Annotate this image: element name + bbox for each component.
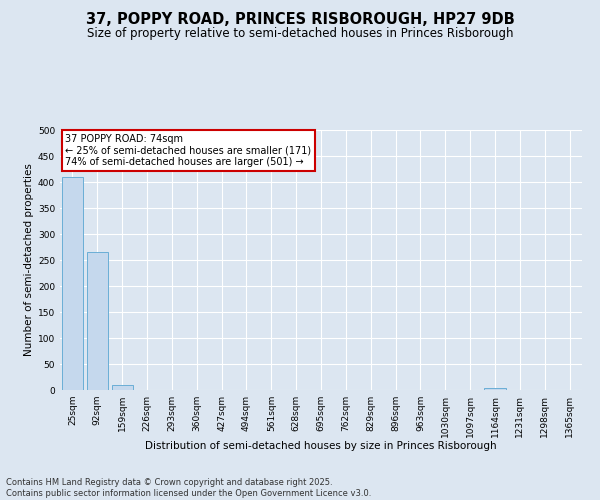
Text: 37, POPPY ROAD, PRINCES RISBOROUGH, HP27 9DB: 37, POPPY ROAD, PRINCES RISBOROUGH, HP27… bbox=[86, 12, 514, 28]
Bar bbox=[87, 252, 108, 390]
Text: Contains HM Land Registry data © Crown copyright and database right 2025.
Contai: Contains HM Land Registry data © Crown c… bbox=[6, 478, 371, 498]
Bar bbox=[112, 386, 133, 390]
X-axis label: Distribution of semi-detached houses by size in Princes Risborough: Distribution of semi-detached houses by … bbox=[145, 441, 497, 451]
Y-axis label: Number of semi-detached properties: Number of semi-detached properties bbox=[24, 164, 34, 356]
Text: 37 POPPY ROAD: 74sqm
← 25% of semi-detached houses are smaller (171)
74% of semi: 37 POPPY ROAD: 74sqm ← 25% of semi-detac… bbox=[65, 134, 311, 167]
Bar bbox=[62, 177, 83, 390]
Text: Size of property relative to semi-detached houses in Princes Risborough: Size of property relative to semi-detach… bbox=[87, 28, 513, 40]
Bar bbox=[484, 388, 506, 390]
